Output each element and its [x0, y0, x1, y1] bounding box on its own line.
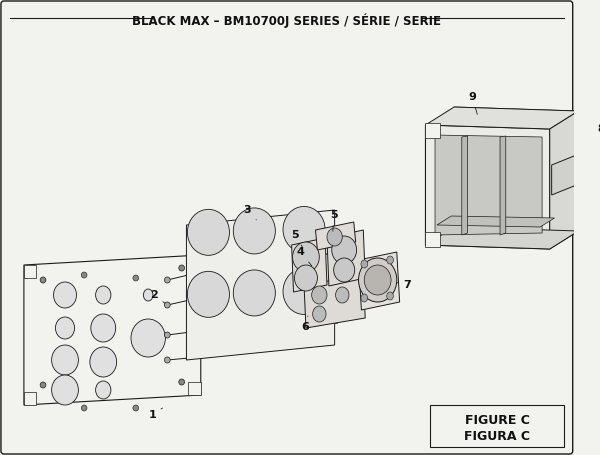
Bar — [430, 405, 564, 447]
Ellipse shape — [164, 277, 170, 283]
Ellipse shape — [293, 242, 319, 272]
Polygon shape — [500, 136, 506, 235]
Ellipse shape — [583, 148, 593, 158]
Polygon shape — [304, 275, 365, 328]
Polygon shape — [550, 111, 578, 249]
Polygon shape — [24, 255, 201, 405]
Polygon shape — [187, 210, 335, 360]
Ellipse shape — [364, 265, 391, 295]
Ellipse shape — [187, 271, 229, 317]
Ellipse shape — [283, 207, 325, 253]
Ellipse shape — [40, 382, 46, 388]
Text: 9: 9 — [469, 92, 477, 114]
Polygon shape — [188, 255, 201, 268]
Bar — [580, 145, 596, 161]
Ellipse shape — [55, 317, 74, 339]
Bar — [425, 123, 440, 138]
Ellipse shape — [81, 405, 87, 411]
Ellipse shape — [179, 265, 185, 271]
Text: 5: 5 — [292, 230, 302, 248]
Ellipse shape — [313, 306, 326, 322]
Text: 5: 5 — [330, 210, 337, 231]
Polygon shape — [327, 230, 365, 286]
Polygon shape — [425, 107, 578, 129]
Text: 2: 2 — [150, 290, 165, 303]
Polygon shape — [316, 222, 356, 250]
Ellipse shape — [283, 268, 325, 314]
Text: 6: 6 — [301, 316, 309, 332]
Ellipse shape — [359, 258, 397, 302]
Polygon shape — [435, 135, 542, 235]
Text: FIGURE C: FIGURE C — [465, 414, 530, 426]
Ellipse shape — [164, 357, 170, 363]
Polygon shape — [437, 216, 554, 227]
Ellipse shape — [52, 345, 79, 375]
Polygon shape — [306, 248, 361, 318]
Text: FIGURA C: FIGURA C — [464, 430, 530, 443]
Ellipse shape — [133, 275, 139, 281]
Ellipse shape — [335, 287, 349, 303]
Polygon shape — [359, 252, 400, 310]
Polygon shape — [462, 136, 467, 235]
Ellipse shape — [131, 319, 166, 357]
Ellipse shape — [334, 258, 355, 282]
Polygon shape — [24, 392, 37, 405]
Ellipse shape — [90, 347, 116, 377]
Text: 1: 1 — [148, 408, 163, 420]
Polygon shape — [425, 227, 578, 249]
Ellipse shape — [179, 379, 185, 385]
Polygon shape — [24, 265, 37, 278]
Ellipse shape — [53, 282, 76, 308]
Text: 4: 4 — [296, 247, 312, 266]
Text: 7: 7 — [397, 280, 411, 290]
Ellipse shape — [361, 260, 368, 268]
Ellipse shape — [164, 332, 170, 338]
Polygon shape — [551, 154, 578, 195]
Ellipse shape — [327, 228, 342, 246]
Polygon shape — [292, 238, 327, 292]
Ellipse shape — [91, 314, 116, 342]
Ellipse shape — [95, 286, 111, 304]
Ellipse shape — [233, 208, 275, 254]
Ellipse shape — [52, 375, 79, 405]
Polygon shape — [454, 107, 578, 231]
Ellipse shape — [387, 256, 394, 264]
Text: 3: 3 — [244, 205, 256, 220]
Ellipse shape — [143, 289, 153, 301]
Ellipse shape — [295, 265, 317, 291]
Ellipse shape — [133, 405, 139, 411]
Ellipse shape — [187, 209, 229, 255]
Bar — [425, 232, 440, 247]
Polygon shape — [188, 382, 201, 395]
Ellipse shape — [233, 270, 275, 316]
FancyBboxPatch shape — [1, 1, 572, 454]
Ellipse shape — [332, 236, 356, 264]
Ellipse shape — [81, 272, 87, 278]
Ellipse shape — [361, 294, 368, 302]
Ellipse shape — [95, 381, 111, 399]
Ellipse shape — [164, 302, 170, 308]
Text: 8: 8 — [598, 124, 600, 134]
Text: BLACK MAX – BM10700J SERIES / SÉRIE / SERIE: BLACK MAX – BM10700J SERIES / SÉRIE / SE… — [133, 13, 442, 27]
Ellipse shape — [387, 292, 394, 300]
Ellipse shape — [311, 286, 327, 304]
Ellipse shape — [40, 277, 46, 283]
Polygon shape — [425, 125, 550, 249]
